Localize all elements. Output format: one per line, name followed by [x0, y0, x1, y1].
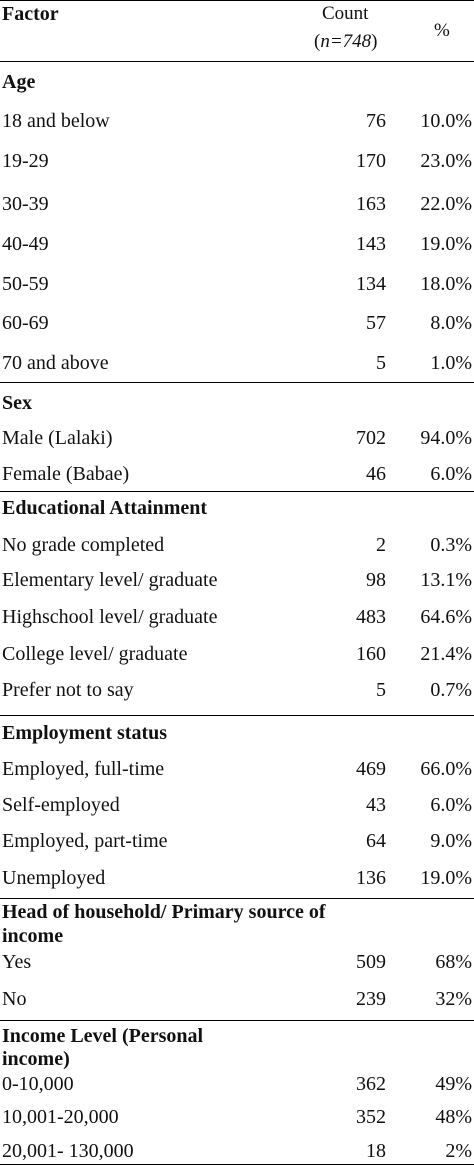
section-title-sex: Sex — [2, 392, 32, 414]
row-percent: 64.6% — [420, 606, 472, 628]
row-percent: 66.0% — [420, 758, 472, 780]
row-label: College level/ graduate — [2, 643, 188, 665]
column-header-percent: % — [434, 20, 450, 41]
row-label: 30-39 — [2, 193, 49, 215]
row-label: Elementary level/ graduate — [2, 569, 218, 591]
row-label: Yes — [2, 951, 32, 973]
row-count: 46 — [366, 463, 386, 485]
row-label: 20,001- 130,000 — [2, 1140, 134, 1162]
row-label: Employed, full-time — [2, 758, 165, 780]
row-label: Male (Lalaki) — [2, 427, 113, 449]
section-rule — [0, 491, 474, 492]
row-count: 18 — [366, 1140, 386, 1162]
row-label: 19-29 — [2, 150, 49, 172]
row-count: 702 — [356, 427, 386, 449]
sample-size-value: n=748 — [320, 31, 372, 52]
row-label: 40-49 — [2, 233, 49, 255]
row-label: Highschool level/ graduate — [2, 606, 218, 628]
row-percent: 0.7% — [430, 679, 472, 701]
row-count: 143 — [356, 233, 386, 255]
row-count: 98 — [366, 569, 386, 591]
row-count: 136 — [356, 867, 386, 889]
row-label: Self-employed — [2, 794, 120, 816]
row-percent: 13.1% — [420, 569, 472, 591]
row-label: Female (Babae) — [2, 463, 130, 485]
row-percent: 1.0% — [430, 352, 472, 374]
section-title-education: Educational Attainment — [2, 497, 208, 519]
column-header-count: Count — [322, 3, 369, 24]
section-title-income-level: Income Level (Personal — [2, 1025, 204, 1047]
row-percent: 6.0% — [430, 463, 472, 485]
row-count: 134 — [356, 273, 386, 295]
section-rule — [0, 382, 474, 383]
row-count: 170 — [356, 150, 386, 172]
row-count: 362 — [356, 1073, 386, 1095]
row-percent: 8.0% — [430, 312, 472, 334]
section-title-income-level-cont: income) — [2, 1048, 70, 1070]
header-rule — [0, 61, 474, 62]
row-percent: 6.0% — [430, 794, 472, 816]
row-label: No grade completed — [2, 534, 165, 556]
row-percent: 48% — [435, 1106, 472, 1128]
row-count: 76 — [366, 110, 386, 132]
table-bottom-rule — [0, 1164, 474, 1165]
table-top-rule — [0, 0, 474, 1]
row-percent: 22.0% — [420, 193, 472, 215]
row-percent: 19.0% — [420, 233, 472, 255]
row-count: 2 — [376, 534, 386, 556]
row-label: Prefer not to say — [2, 679, 134, 701]
section-rule — [0, 715, 474, 716]
section-title-head-of-household: Head of household/ Primary source of — [2, 901, 326, 923]
row-label: 60-69 — [2, 312, 49, 334]
row-count: 160 — [356, 643, 386, 665]
section-rule — [0, 1020, 474, 1021]
row-count: 5 — [376, 352, 386, 374]
paren-close: ) — [371, 31, 378, 52]
row-label: 50-59 — [2, 273, 49, 295]
row-label: Unemployed — [2, 867, 106, 889]
section-title-age: Age — [2, 71, 36, 93]
row-count: 5 — [376, 679, 386, 701]
row-percent: 21.4% — [420, 643, 472, 665]
row-percent: 19.0% — [420, 867, 472, 889]
row-percent: 23.0% — [420, 150, 472, 172]
row-percent: 68% — [435, 951, 472, 973]
section-rule — [0, 898, 474, 899]
row-label: 10,001-20,000 — [2, 1106, 119, 1128]
row-count: 43 — [366, 794, 386, 816]
row-count: 483 — [356, 606, 386, 628]
section-title-head-of-household-cont: income — [2, 925, 64, 947]
row-percent: 49% — [435, 1073, 472, 1095]
row-count: 469 — [356, 758, 386, 780]
row-count: 64 — [366, 830, 386, 852]
row-count: 57 — [366, 312, 386, 334]
row-percent: 10.0% — [420, 110, 472, 132]
row-label: No — [2, 988, 27, 1010]
row-count: 509 — [356, 951, 386, 973]
sample-size-label: (n=748) — [314, 31, 377, 53]
row-percent: 0.3% — [430, 534, 472, 556]
row-label: Employed, part-time — [2, 830, 168, 852]
row-percent: 94.0% — [420, 427, 472, 449]
row-percent: 9.0% — [430, 830, 472, 852]
row-label: 0-10,000 — [2, 1073, 74, 1095]
row-percent: 2% — [445, 1140, 472, 1162]
row-label: 18 and below — [2, 110, 110, 132]
row-count: 163 — [356, 193, 386, 215]
column-header-factor: Factor — [2, 3, 59, 25]
row-percent: 18.0% — [420, 273, 472, 295]
row-percent: 32% — [435, 988, 472, 1010]
row-count: 239 — [356, 988, 386, 1010]
row-label: 70 and above — [2, 352, 109, 374]
paren-open: ( — [314, 31, 321, 52]
section-title-employment: Employment status — [2, 722, 168, 744]
row-count: 352 — [356, 1106, 386, 1128]
